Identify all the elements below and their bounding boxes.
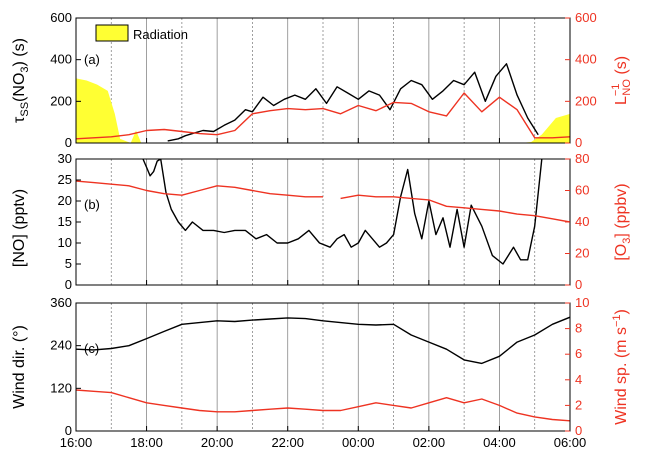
left-tick-label: 400 [50,52,72,67]
right-tick-label: 600 [575,10,597,25]
x-tick-label: 02:00 [413,435,446,450]
panel-c: 0 120 240 360 0 2 4 6 8 10 (c) Wind dir. (°) Wind sp… [11,295,630,438]
y-axis-label-left: τSS(NO3) (s) [11,38,31,123]
left-tick-label: 600 [50,10,72,25]
y-axis-label-left: [NO] (pptv) [11,189,28,267]
right-tick-label: 0 [575,277,582,292]
left-tick-label: 0 [65,423,72,438]
left-tick-label: 0 [65,277,72,292]
legend: Radiation [95,24,188,42]
panel-label: (b) [84,197,100,212]
right-series-line [76,180,570,223]
right-tick-label: 10 [575,295,589,310]
plot-area [76,303,570,431]
x-axis-ticks: 16:00 18:00 20:00 22:00 00:00 02:00 04:00 06:00 [60,138,587,450]
x-tick-label: 18:00 [130,435,163,450]
legend-swatch [95,24,129,42]
right-tick-label: 0 [575,135,582,150]
y-axis-label-right: L−1NO (s) [610,56,633,105]
panel-frame [75,17,571,144]
left-tick-label: 15 [58,214,72,229]
x-tick-label: 00:00 [342,435,375,450]
right-series-line [76,92,570,140]
right-tick-label: 2 [575,397,582,412]
panel-b: 0 5 10 15 20 25 30 0 20 40 60 80 (b) [NO] (pptv) [O3] … [11,151,633,292]
left-tick-label: 200 [50,93,72,108]
left-tick-label: 5 [65,256,72,271]
left-series-line [76,316,570,365]
x-tick-label: 22:00 [271,435,304,450]
y-axis-label-right: Wind sp. (m s−1) [611,309,630,425]
right-tick-label: 4 [575,372,582,387]
plot-area [76,159,570,285]
panel-a: 0 200 400 600 0 200 400 600 (a) τSS(NO3) (s) L−1NO… [11,10,633,150]
right-tick-label: 60 [575,183,589,198]
panel-label: (c) [84,341,99,356]
y-axis-label-right: [O3] (ppbv) [613,183,633,260]
left-tick-label: 10 [58,235,72,250]
left-tick-label: 240 [50,338,72,353]
left-tick-label: 120 [50,380,72,395]
panel-label: (a) [84,52,100,67]
right-tick-label: 400 [575,52,597,67]
y-axis-label-left: Wind dir. (°) [11,325,28,409]
x-tick-label: 20:00 [201,435,234,450]
x-tick-label: 16:00 [60,435,93,450]
left-series-line [142,159,543,265]
right-tick-label: 80 [575,151,589,166]
left-tick-label: 360 [50,295,72,310]
plot-area [76,18,570,143]
right-tick-label: 40 [575,214,589,229]
right-tick-label: 20 [575,246,589,261]
x-tick-label: 06:00 [554,435,587,450]
panel-frame [75,302,571,432]
left-series-line [167,63,539,142]
legend-label: Radiation [133,27,188,42]
left-tick-label: 30 [58,151,72,166]
left-tick-label: 25 [58,172,72,187]
right-tick-label: 6 [575,346,582,361]
right-series-line [76,389,570,422]
panel-frame [75,158,571,286]
x-tick-label: 04:00 [483,435,516,450]
right-tick-label: 0 [575,423,582,438]
left-tick-label: 0 [65,135,72,150]
right-tick-label: 8 [575,321,582,336]
right-tick-label: 200 [575,93,597,108]
left-tick-label: 20 [58,193,72,208]
